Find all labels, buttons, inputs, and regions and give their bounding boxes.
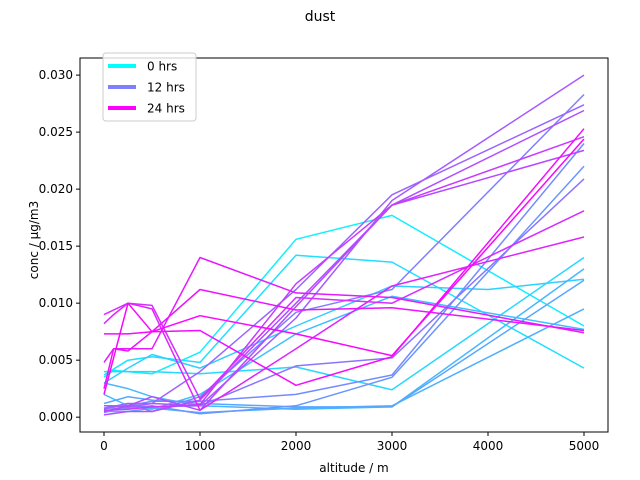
axes-layer: 0 1000 2000 3000 4000 5000 0.000 0.005 0.010 0.01… bbox=[39, 57, 609, 453]
legend-box bbox=[102, 52, 197, 122]
chart-title: dust bbox=[305, 9, 336, 25]
x-tick-label: 1000 bbox=[185, 439, 216, 453]
series-line-23 bbox=[103, 138, 585, 395]
plot-frame bbox=[79, 57, 609, 433]
series-line-13 bbox=[103, 104, 585, 410]
x-tick-label: 4000 bbox=[473, 439, 504, 453]
legend: 0 hrs 12 hrs 24 hrs bbox=[102, 52, 197, 122]
y-axis-label: conc / µg/m3 bbox=[27, 201, 41, 279]
series-line-22 bbox=[104, 128, 585, 387]
y-tick-label: 0.015 bbox=[39, 239, 73, 253]
series-line-17 bbox=[103, 135, 585, 412]
series-line-1 bbox=[103, 214, 585, 378]
x-tick-label: 3000 bbox=[377, 439, 408, 453]
y-tick-label: 0.025 bbox=[39, 125, 73, 139]
legend-label: 24 hrs bbox=[147, 102, 185, 116]
series-line-2 bbox=[103, 254, 585, 376]
y-tick-label: 0.000 bbox=[39, 410, 73, 424]
series-line-15 bbox=[103, 109, 585, 416]
x-axis-label: altitude / m bbox=[319, 461, 388, 475]
series-layer bbox=[103, 74, 585, 416]
legend-label: 12 hrs bbox=[147, 81, 185, 95]
legend-label: 0 hrs bbox=[147, 60, 177, 74]
y-tick-label: 0.010 bbox=[39, 296, 73, 310]
x-tick-label: 0 bbox=[100, 439, 108, 453]
y-tick-label: 0.005 bbox=[39, 353, 73, 367]
y-tick-label: 0.030 bbox=[39, 68, 73, 82]
y-tick-label: 0.020 bbox=[39, 182, 73, 196]
series-line-14 bbox=[103, 74, 585, 408]
x-tick-label: 5000 bbox=[569, 439, 600, 453]
series-line-9 bbox=[104, 165, 585, 415]
series-line-4 bbox=[104, 256, 585, 391]
series-line-11 bbox=[103, 93, 585, 413]
x-tick-label: 2000 bbox=[281, 439, 312, 453]
